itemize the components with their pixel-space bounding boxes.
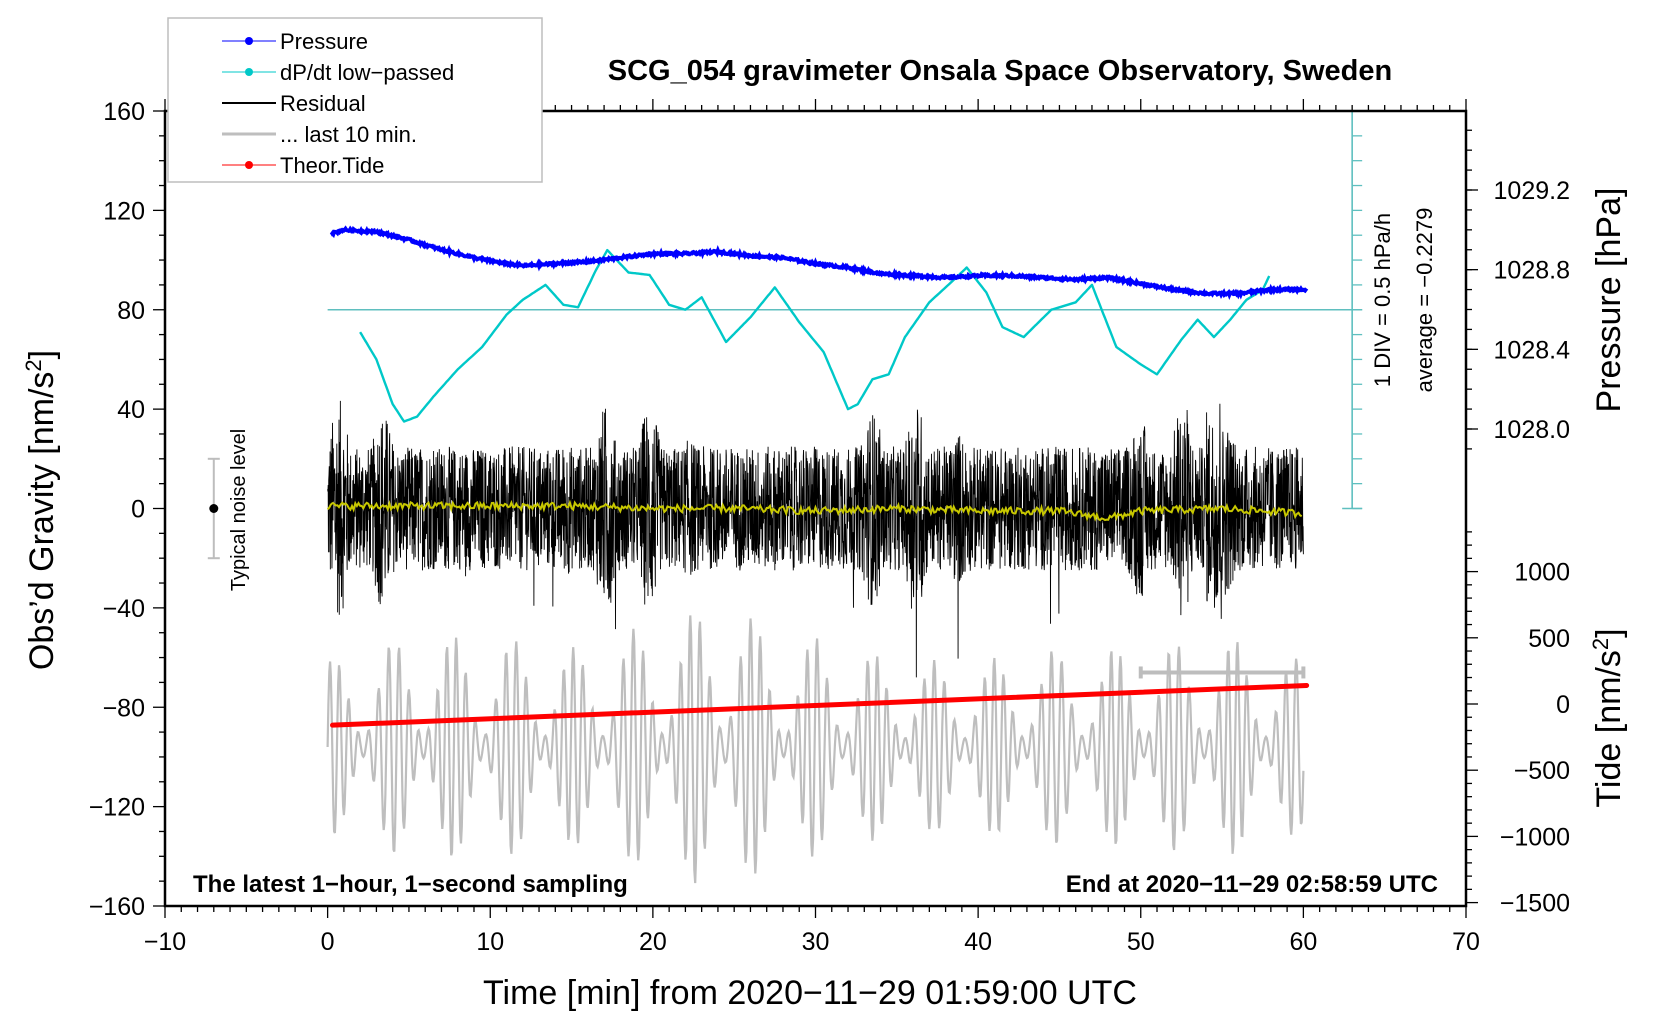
y-tick-label: 40 (117, 396, 145, 424)
x-tick-label: 50 (1127, 928, 1155, 956)
pressure-series (329, 225, 1309, 300)
y-tick-label: 160 (103, 98, 145, 126)
legend-box (167, 17, 543, 183)
residual-series (327, 400, 1304, 678)
y-tick-label: −160 (89, 893, 145, 921)
y-tick-label: 80 (117, 297, 145, 325)
x-axis-label: Time [min] from 2020−11−29 01:59:00 UTC (483, 974, 1137, 1012)
dpdt-div-label-group: 1 DIV = 0.5 hPa/h (1370, 213, 1395, 387)
noise-label: Typical noise level (228, 429, 250, 591)
svg-text:Obs’d Gravity [nm/s2]: Obs’d Gravity [nm/s2] (21, 350, 62, 670)
pressure-tick-label: 1029.2 (1494, 177, 1570, 205)
x-tick-label: 40 (964, 928, 992, 956)
x-tick-label: −10 (144, 928, 186, 956)
y-axis-label-tide-main: Tide [nm/s (1590, 650, 1628, 807)
pressure-tick-label: 1028.4 (1494, 336, 1571, 364)
dpdt-average-label: average = −0.2279 (1412, 208, 1437, 393)
x-tick-label: 30 (802, 928, 830, 956)
dpdt-average-label-group: average = −0.2279 (1412, 208, 1437, 393)
end-time-annotation: End at 2020−11−29 02:58:59 UTC (1066, 871, 1438, 898)
chart-title: SCG_054 gravimeter Onsala Space Observat… (608, 55, 1392, 87)
legend-label-1: dP/dt low−passed (280, 60, 454, 85)
x-tick-label: 0 (321, 928, 335, 956)
sampling-annotation: The latest 1−hour, 1−second sampling (193, 871, 628, 898)
y-axis-label-pressure: Pressure [hPa] (1590, 188, 1628, 413)
y-tick-label: 0 (131, 496, 145, 524)
noise-label-group: Typical noise level (228, 429, 250, 591)
x-tick-label: 10 (476, 928, 504, 956)
dpdt-series (359, 248, 1271, 423)
residual-smoothed-series (326, 499, 1303, 522)
tide-series (330, 682, 1310, 728)
y-axis-label-tide: Tide [nm/s2] (1588, 628, 1629, 807)
y-axis-label-left: Obs’d Gravity [nm/s2] (21, 350, 62, 670)
x-tick-label: 60 (1289, 928, 1317, 956)
legend-marker-4 (245, 161, 253, 169)
tide-tick-label: 500 (1528, 625, 1570, 653)
legend-label-4: Theor.Tide (280, 153, 384, 178)
legend-entries: Pressure dP/dt low−passed Residual ... last… (222, 29, 454, 178)
svg-text:Pressure [hPa]: Pressure [hPa] (1590, 188, 1628, 413)
legend-label-2: Residual (280, 91, 366, 116)
svg-text:Tide [nm/s2]: Tide [nm/s2] (1588, 628, 1629, 807)
tide-tick-label: −1500 (1500, 890, 1570, 918)
y-tick-label: −80 (103, 694, 145, 722)
y-axis-label-left-end: ] (23, 350, 61, 359)
y-axis-label-left-main: Obs’d Gravity [nm/s (23, 372, 61, 671)
legend-label-3: ... last 10 min. (280, 122, 417, 147)
x-tick-label: 70 (1452, 928, 1480, 956)
pressure-tick-label: 1028.0 (1494, 416, 1570, 444)
x-tick-label: 20 (639, 928, 667, 956)
legend-marker-1 (245, 68, 253, 76)
legend-label-0: Pressure (280, 29, 368, 54)
legend: Pressure dP/dt low−passed Residual ... last… (167, 17, 543, 183)
y-axis-label-left-sup: 2 (21, 359, 46, 371)
pressure-tick-label: 1028.8 (1494, 257, 1570, 285)
tide-tick-label: 1000 (1514, 559, 1570, 587)
ticks-layer: −10 0 10 20 30 40 50 60 70 160 120 80 40 0 −40 −80 −120 −… (89, 98, 1570, 956)
legend-marker-0 (245, 37, 253, 45)
noise-bar-center-dot (209, 504, 219, 513)
tide-tick-label: 0 (1556, 691, 1570, 719)
tide-tick-label: −500 (1514, 757, 1570, 785)
y-tick-label: 120 (103, 197, 145, 225)
tide-tick-label: −1000 (1500, 823, 1570, 851)
series-layer (207, 110, 1363, 884)
y-tick-label: −40 (103, 595, 145, 623)
y-axis-label-tide-sup: 2 (1588, 638, 1613, 650)
dpdt-div-label: 1 DIV = 0.5 hPa/h (1370, 213, 1395, 387)
y-axis-label-tide-end: ] (1590, 628, 1628, 637)
last10min-series (326, 615, 1305, 884)
y-tick-label: −120 (89, 794, 145, 822)
